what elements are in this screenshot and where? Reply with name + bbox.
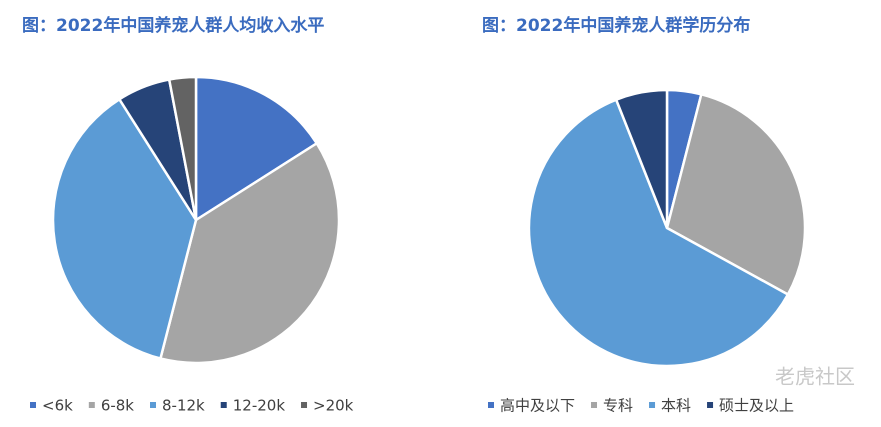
legend-label: >20k — [313, 397, 354, 415]
legend-marker — [591, 402, 598, 408]
legend-label: 专科 — [603, 397, 633, 415]
legend-marker — [88, 402, 95, 408]
pie-slice — [194, 75, 319, 223]
pie-slice — [614, 88, 669, 229]
legend-label: 高中及以下 — [500, 397, 575, 415]
pie-slice — [167, 75, 198, 221]
legend-label: 硕士及以上 — [719, 397, 794, 415]
legend-marker — [649, 402, 656, 408]
legend-marker — [707, 402, 714, 408]
legend-label: 6-8k — [101, 397, 134, 415]
pie-slice — [527, 98, 790, 368]
pie-slice — [158, 141, 341, 365]
legend-marker — [220, 402, 227, 408]
legend-marker — [488, 402, 494, 408]
chart-title: 图：2022年中国养宠人群学历分布 — [482, 15, 750, 36]
legend-label: 12-20k — [233, 397, 286, 415]
legend-marker — [301, 402, 308, 408]
legend-label: 本科 — [661, 397, 691, 415]
legend-label: 8-12k — [162, 397, 205, 415]
legend-marker — [30, 402, 36, 408]
legend-marker — [150, 402, 156, 408]
chart-title: 图：2022年中国养宠人群人均收入水平 — [22, 15, 324, 36]
watermark: 老虎社区 — [775, 365, 855, 389]
legend-label: <6k — [42, 397, 73, 415]
pie-slice — [665, 92, 807, 297]
